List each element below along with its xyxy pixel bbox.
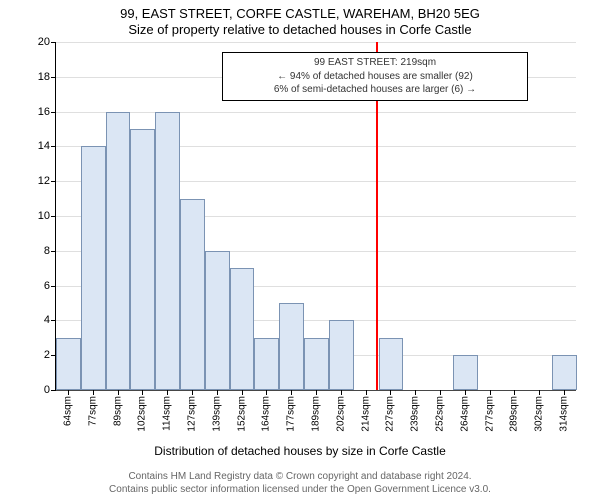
ytick-label: 4 [44, 314, 56, 326]
xtick-label: 127sqm [186, 390, 197, 432]
ytick-label: 10 [38, 210, 56, 222]
ytick-label: 8 [44, 245, 56, 257]
histogram-bar [379, 338, 404, 390]
ytick-label: 14 [38, 140, 56, 152]
xtick-label: 277sqm [484, 390, 495, 432]
histogram-bar [304, 338, 329, 390]
histogram-bar [254, 338, 279, 390]
ytick-label: 18 [38, 71, 56, 83]
chart-title: Size of property relative to detached ho… [0, 22, 600, 37]
histogram-bar [279, 303, 304, 390]
histogram-bar [130, 129, 155, 390]
plot-area: 0246810121416182064sqm77sqm89sqm102sqm11… [55, 42, 576, 391]
histogram-bar [56, 338, 81, 390]
histogram-bar [453, 355, 478, 390]
ytick-label: 16 [38, 106, 56, 118]
xtick-label: 64sqm [62, 390, 73, 426]
xtick-label: 164sqm [261, 390, 272, 432]
annotation-line: 6% of semi-detached houses are larger (6… [229, 83, 520, 97]
xtick-label: 252sqm [435, 390, 446, 432]
xtick-label: 139sqm [211, 390, 222, 432]
chart-supertitle: 99, EAST STREET, CORFE CASTLE, WAREHAM, … [0, 6, 600, 21]
histogram-bar [106, 112, 131, 390]
histogram-bar [230, 268, 255, 390]
chart-xlabel: Distribution of detached houses by size … [0, 444, 600, 458]
xtick-label: 214sqm [360, 390, 371, 432]
xtick-label: 239sqm [410, 390, 421, 432]
histogram-bar [205, 251, 230, 390]
grid-line [56, 112, 576, 113]
attribution: Contains HM Land Registry data © Crown c… [0, 470, 600, 496]
histogram-bar [155, 112, 180, 390]
attribution-line: Contains HM Land Registry data © Crown c… [0, 470, 600, 483]
xtick-label: 302sqm [534, 390, 545, 432]
chart-container: 99, EAST STREET, CORFE CASTLE, WAREHAM, … [0, 0, 600, 500]
xtick-label: 77sqm [87, 390, 98, 426]
annotation-box: 99 EAST STREET: 219sqm← 94% of detached … [222, 52, 527, 101]
xtick-label: 177sqm [286, 390, 297, 432]
histogram-bar [180, 199, 205, 390]
ytick-label: 0 [44, 384, 56, 396]
attribution-line: Contains public sector information licen… [0, 483, 600, 496]
xtick-label: 152sqm [236, 390, 247, 432]
annotation-line: 99 EAST STREET: 219sqm [229, 56, 520, 70]
xtick-label: 102sqm [137, 390, 148, 432]
xtick-label: 227sqm [385, 390, 396, 432]
xtick-label: 264sqm [459, 390, 470, 432]
ytick-label: 12 [38, 175, 56, 187]
xtick-label: 114sqm [162, 390, 173, 431]
ytick-label: 2 [44, 349, 56, 361]
ytick-label: 20 [38, 36, 56, 48]
xtick-label: 314sqm [559, 390, 570, 432]
histogram-bar [81, 146, 106, 390]
histogram-bar [552, 355, 577, 390]
annotation-line: ← 94% of detached houses are smaller (92… [229, 70, 520, 84]
xtick-label: 89sqm [112, 390, 123, 426]
xtick-label: 202sqm [335, 390, 346, 432]
xtick-label: 189sqm [311, 390, 322, 432]
ytick-label: 6 [44, 280, 56, 292]
xtick-label: 289sqm [509, 390, 520, 432]
grid-line [56, 42, 576, 43]
histogram-bar [329, 320, 354, 390]
